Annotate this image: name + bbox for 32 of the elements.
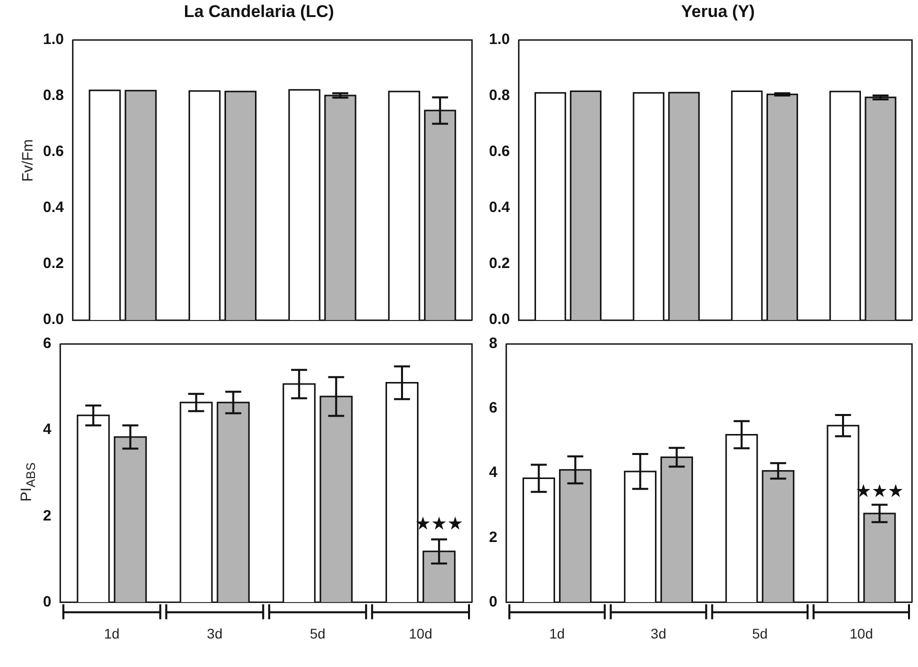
y-tick-label: 2 [43, 507, 52, 524]
y-tick-label: 8 [489, 335, 498, 352]
y-tick-label: 6 [489, 400, 498, 417]
y-tick-label: 4 [489, 464, 498, 482]
chart-title: Yerua (Y) [680, 2, 756, 22]
y-tick-label: 0.8 [42, 87, 64, 104]
y-tick-label: 0.8 [488, 87, 510, 104]
y-tick-label: 0.4 [488, 199, 510, 216]
x-tick-label: 5d [310, 625, 326, 642]
y-tick-label: 0.0 [42, 311, 64, 328]
y-tick-label: 0.2 [42, 255, 64, 272]
x-tick-label: 3d [206, 625, 223, 642]
chart-title: La Candelaria (LC) [182, 2, 336, 22]
y-tick-label: 6 [43, 335, 52, 352]
x-tick-label: 10d [408, 625, 432, 642]
y-tick-label: 0.6 [42, 143, 64, 160]
y-tick-label: 2 [489, 528, 498, 546]
y-tick-label: 0 [489, 593, 498, 610]
y-tick-label: 0.2 [488, 255, 510, 272]
y-tick-label: 0 [43, 593, 52, 610]
y-tick-label: 0.4 [42, 199, 64, 216]
y-tick-label: 0.6 [488, 143, 510, 160]
y-tick-label: 1.0 [42, 31, 64, 48]
x-tick-label: 1d [549, 625, 565, 642]
x-tick-label: 3d [650, 625, 666, 642]
x-tick-label: 10d [850, 625, 873, 642]
y-tick-label: 0.0 [488, 311, 510, 328]
y-tick-label: 1.0 [488, 31, 510, 48]
x-tick-label: 5d [752, 625, 768, 642]
x-tick-label: 1d [104, 625, 120, 642]
y-tick-label: 4 [43, 421, 52, 438]
y-axis-title: Fv/Fm [20, 138, 36, 184]
